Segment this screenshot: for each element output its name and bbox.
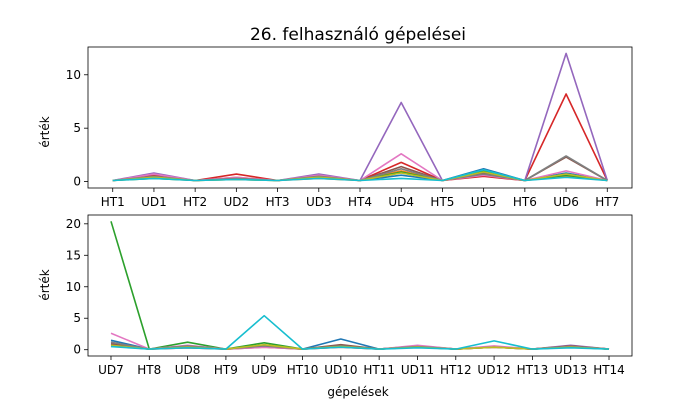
bottom-x-tick-label: UD7 — [98, 363, 124, 377]
top-x-tick-label: HT5 — [430, 195, 454, 209]
top-y-axis-label: érték — [38, 116, 52, 147]
top-y-tick-label: 5 — [73, 121, 81, 135]
top-series-line-10 — [112, 169, 608, 182]
bottom-x-tick-label: HT9 — [214, 363, 238, 377]
top-x-tick-label: HT6 — [513, 195, 537, 209]
bottom-x-tick-label: HT13 — [517, 363, 549, 377]
top-y-tick-label: 0 — [73, 175, 81, 189]
chart-title: 26. felhasználó gépelései — [250, 25, 466, 45]
bottom-panel: UD7 HT8 UD8 HT9 UD9 HT10 UD10 HT11 UD11 HT12 UD12 H… — [66, 214, 633, 377]
top-x-tick-label: HT1 — [101, 195, 125, 209]
top-x-tick-label: HT3 — [266, 195, 290, 209]
bottom-x-tick-label: UD9 — [251, 363, 277, 377]
bottom-x-tick-label: HT8 — [137, 363, 161, 377]
bottom-x-tick-label: HT12 — [440, 363, 472, 377]
bottom-x-tick-label: HT11 — [363, 363, 395, 377]
bottom-x-tick-label: UD11 — [401, 363, 434, 377]
bottom-y-tick-label: 5 — [73, 311, 81, 325]
top-x-tick-label: HT2 — [183, 195, 207, 209]
bottom-plot-frame — [87, 214, 633, 357]
top-x-tick-label: UD4 — [388, 195, 414, 209]
bottom-x-tick-label: UD10 — [324, 363, 357, 377]
top-x-tick-label: UD6 — [553, 195, 579, 209]
bottom-series-line-10 — [110, 314, 610, 350]
bottom-x-tick-label: UD8 — [175, 363, 201, 377]
bottom-y-tick-label: 0 — [73, 343, 81, 357]
top-x-tick-label: UD5 — [471, 195, 497, 209]
bottom-x-axis-label: gépelések — [327, 385, 388, 399]
bottom-x-tick-label: UD13 — [554, 363, 587, 377]
top-x-tick-label: HT7 — [595, 195, 619, 209]
bottom-x-tick-label: HT10 — [287, 363, 319, 377]
bottom-x-tick-label: UD12 — [477, 363, 510, 377]
top-x-tick-label: UD2 — [224, 195, 250, 209]
bottom-y-axis-label: érték — [38, 269, 52, 300]
top-panel: HT1 UD1 HT2 UD2 HT3 UD3 HT4 UD4 HT5 UD5 HT6 UD6 HT7 0… — [66, 46, 633, 209]
top-x-tick-label: HT4 — [348, 195, 372, 209]
bottom-y-tick-label: 20 — [66, 217, 81, 231]
top-x-tick-label: UD3 — [306, 195, 332, 209]
bottom-y-tick-label: 10 — [66, 280, 81, 294]
bottom-x-tick-label: HT14 — [593, 363, 625, 377]
top-y-tick-label: 10 — [66, 68, 81, 82]
top-x-tick-label: UD1 — [141, 195, 167, 209]
bottom-y-tick-label: 15 — [66, 248, 81, 262]
